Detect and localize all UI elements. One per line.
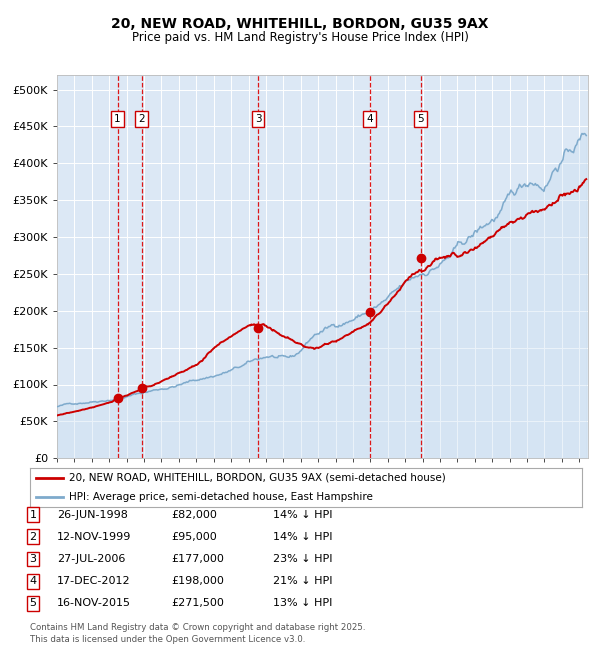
Text: 5: 5 [417, 114, 424, 124]
Text: 4: 4 [29, 576, 37, 586]
Text: 5: 5 [29, 598, 37, 608]
Text: 26-JUN-1998: 26-JUN-1998 [57, 510, 128, 520]
Text: 12-NOV-1999: 12-NOV-1999 [57, 532, 131, 542]
Text: 3: 3 [29, 554, 37, 564]
Text: 1: 1 [29, 510, 37, 520]
Text: HPI: Average price, semi-detached house, East Hampshire: HPI: Average price, semi-detached house,… [68, 492, 373, 502]
Text: £271,500: £271,500 [171, 598, 224, 608]
Text: 20, NEW ROAD, WHITEHILL, BORDON, GU35 9AX: 20, NEW ROAD, WHITEHILL, BORDON, GU35 9A… [111, 17, 489, 31]
Text: 27-JUL-2006: 27-JUL-2006 [57, 554, 125, 564]
Text: 17-DEC-2012: 17-DEC-2012 [57, 576, 131, 586]
Text: 1: 1 [114, 114, 121, 124]
Text: £177,000: £177,000 [171, 554, 224, 564]
Text: Contains HM Land Registry data © Crown copyright and database right 2025.
This d: Contains HM Land Registry data © Crown c… [30, 623, 365, 644]
Text: 14% ↓ HPI: 14% ↓ HPI [273, 510, 332, 520]
Text: 21% ↓ HPI: 21% ↓ HPI [273, 576, 332, 586]
Text: 3: 3 [255, 114, 262, 124]
Text: 14% ↓ HPI: 14% ↓ HPI [273, 532, 332, 542]
Text: 2: 2 [138, 114, 145, 124]
Text: 2: 2 [29, 532, 37, 542]
Text: 13% ↓ HPI: 13% ↓ HPI [273, 598, 332, 608]
Text: £82,000: £82,000 [171, 510, 217, 520]
Text: 20, NEW ROAD, WHITEHILL, BORDON, GU35 9AX (semi-detached house): 20, NEW ROAD, WHITEHILL, BORDON, GU35 9A… [68, 473, 445, 483]
Text: 4: 4 [367, 114, 373, 124]
Text: £198,000: £198,000 [171, 576, 224, 586]
Text: 23% ↓ HPI: 23% ↓ HPI [273, 554, 332, 564]
Text: Price paid vs. HM Land Registry's House Price Index (HPI): Price paid vs. HM Land Registry's House … [131, 31, 469, 44]
Text: £95,000: £95,000 [171, 532, 217, 542]
Text: 16-NOV-2015: 16-NOV-2015 [57, 598, 131, 608]
